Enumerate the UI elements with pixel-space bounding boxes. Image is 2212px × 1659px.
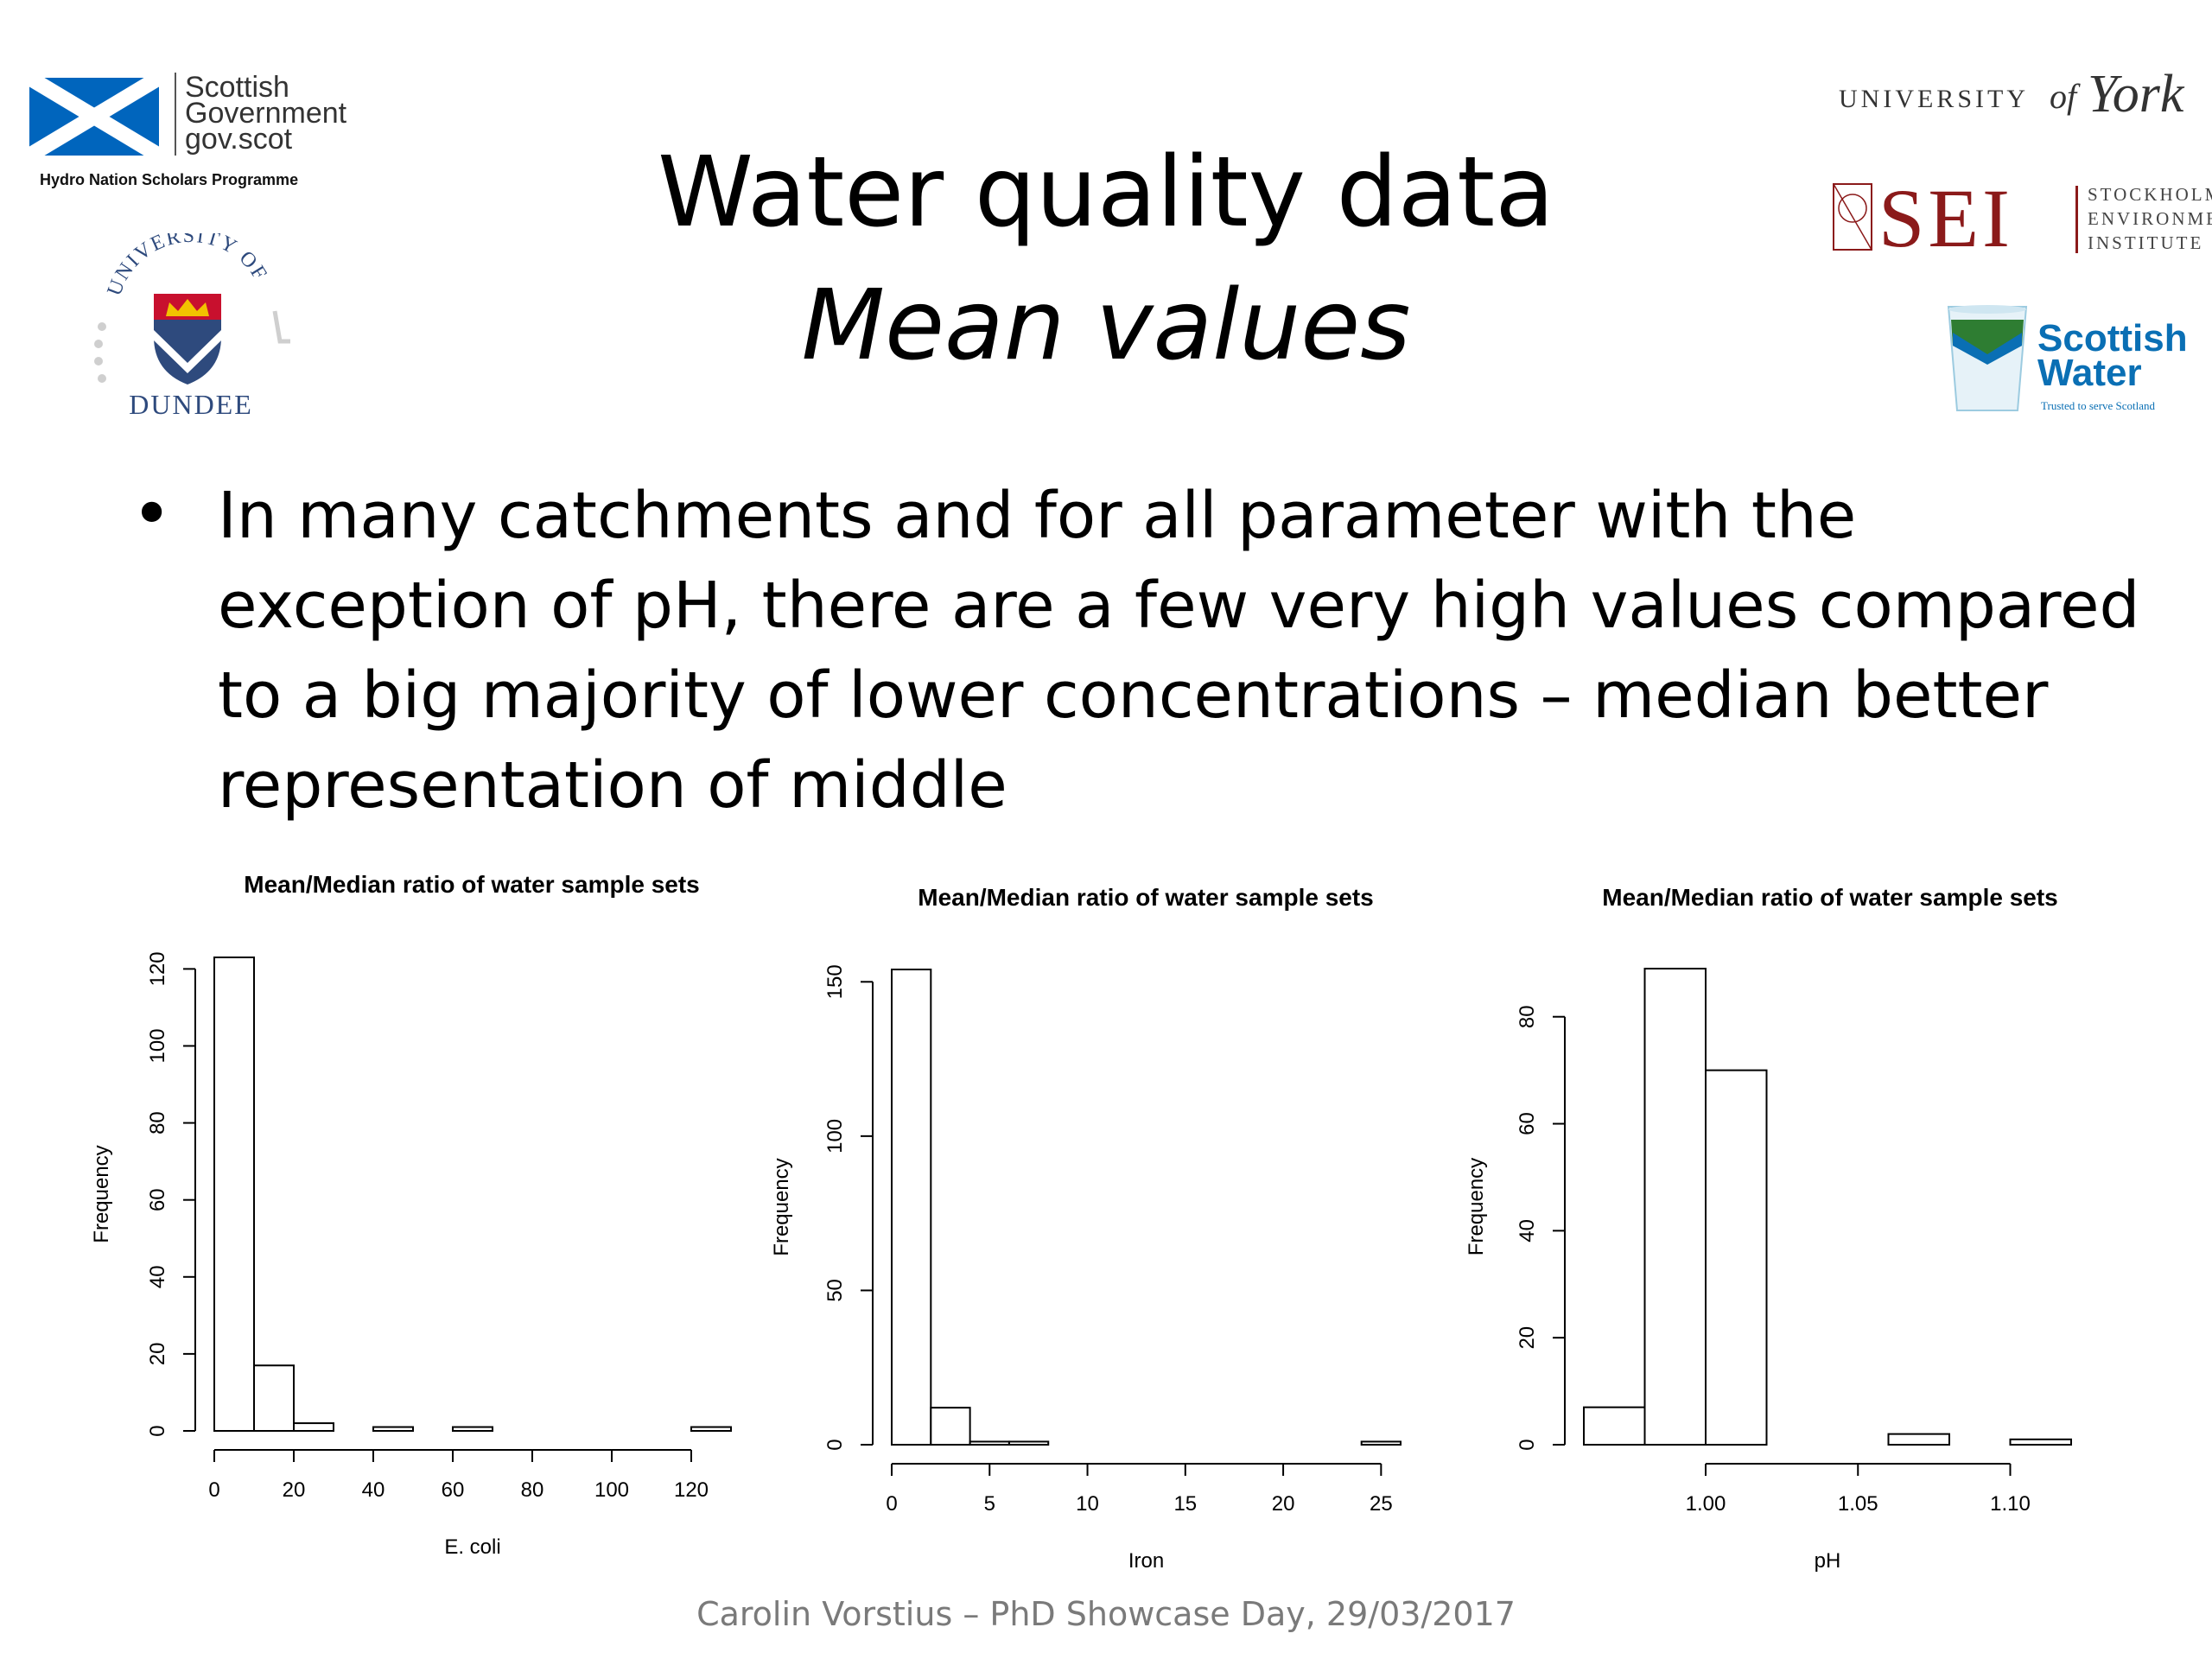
x-tick-label: 15 bbox=[1173, 1492, 1197, 1516]
histogram-bar bbox=[1705, 1069, 1768, 1446]
y-tick-label: 100 bbox=[823, 1119, 847, 1154]
x-tick-label: 20 bbox=[1272, 1492, 1295, 1516]
histogram-bar bbox=[293, 1422, 334, 1433]
bullet-marker: • bbox=[131, 474, 173, 554]
sei-line3: INSTITUTE bbox=[2088, 232, 2204, 253]
water-glass-icon bbox=[1947, 305, 2028, 411]
y-axis-label: Frequency bbox=[90, 1145, 113, 1243]
histogram-bar bbox=[1643, 968, 1707, 1446]
x-tick-label: 40 bbox=[362, 1478, 385, 1502]
footer-text: Carolin Vorstius – PhD Showcase Day, 29/… bbox=[696, 1595, 1516, 1633]
x-tick-label: 120 bbox=[674, 1478, 709, 1502]
x-tick-label: 20 bbox=[283, 1478, 306, 1502]
york-name-text: York bbox=[2088, 65, 2184, 124]
x-axis-label: Iron bbox=[1128, 1549, 1164, 1573]
sg-line3: gov.scot bbox=[185, 123, 293, 156]
y-axis-label: Frequency bbox=[1465, 1158, 1488, 1255]
y-tick-label: 60 bbox=[1516, 1112, 1539, 1135]
y-tick-label: 0 bbox=[1516, 1439, 1539, 1450]
scottish-water-line2: Water bbox=[2037, 352, 2142, 394]
y-tick-label: 150 bbox=[823, 964, 847, 999]
x-tick-label: 80 bbox=[521, 1478, 544, 1502]
histogram-bar bbox=[969, 1440, 1010, 1446]
x-tick-label: 0 bbox=[886, 1492, 897, 1516]
slide-subtitle: Mean values bbox=[801, 270, 1411, 382]
histogram-bar bbox=[2009, 1438, 2072, 1446]
sei-divider bbox=[2075, 186, 2078, 253]
scottish-water-line1: Scottish bbox=[2037, 317, 2188, 359]
chart-title: Mean/Median ratio of water sample sets bbox=[244, 871, 700, 898]
x-axis-label: E. coli bbox=[444, 1535, 500, 1559]
histogram-bar bbox=[1583, 1406, 1646, 1446]
scottish-government-logo: Scottish Government gov.scot Hydro Natio… bbox=[29, 73, 392, 194]
y-tick-label: 80 bbox=[1516, 1005, 1539, 1028]
x-tick-label: 1.05 bbox=[1838, 1492, 1878, 1516]
x-axis-label: pH bbox=[1815, 1549, 1841, 1573]
x-tick-label: 1.10 bbox=[1990, 1492, 2031, 1516]
dundee-name: DUNDEE bbox=[129, 389, 253, 420]
x-tick-label: 5 bbox=[984, 1492, 995, 1516]
x-tick-label: 1.00 bbox=[1686, 1492, 1726, 1516]
sei-mark-icon bbox=[1833, 183, 1872, 251]
sg-line2: Government bbox=[185, 97, 347, 130]
histogram-bar bbox=[1007, 1440, 1050, 1446]
x-tick-label: 60 bbox=[442, 1478, 465, 1502]
scottish-water-tagline: Trusted to serve Scotland bbox=[2041, 399, 2156, 412]
scottish-water-logo: Scottish Water Trusted to serve Scotland bbox=[1944, 302, 2188, 419]
logo-divider bbox=[175, 73, 176, 156]
dundee-crest-icon: UNIVERSITY OF bbox=[94, 225, 290, 385]
saltire-flag-icon bbox=[29, 78, 159, 156]
y-axis-label: Frequency bbox=[770, 1158, 793, 1255]
histogram-bar bbox=[1360, 1440, 1402, 1446]
histogram-bar bbox=[372, 1426, 414, 1432]
hydro-nation-label: Hydro Nation Scholars Programme bbox=[40, 171, 299, 188]
x-tick-label: 100 bbox=[594, 1478, 629, 1502]
histogram-bar bbox=[1887, 1433, 1950, 1446]
y-tick-label: 120 bbox=[146, 951, 169, 986]
y-tick-label: 100 bbox=[146, 1028, 169, 1063]
slide-title: Water quality data bbox=[658, 137, 1554, 249]
x-tick-label: 0 bbox=[208, 1478, 219, 1502]
histogram-bar bbox=[253, 1364, 295, 1432]
y-tick-label: 40 bbox=[146, 1265, 169, 1288]
york-logo: UNIVERSITY of York bbox=[1832, 65, 2195, 137]
histogram-bar bbox=[690, 1426, 732, 1432]
y-tick-label: 0 bbox=[146, 1425, 169, 1436]
histogram-bar bbox=[930, 1407, 971, 1446]
sei-line2: ENVIRONMENT bbox=[2088, 208, 2212, 229]
y-tick-label: 50 bbox=[823, 1279, 847, 1302]
sei-line1: STOCKHOLM bbox=[2088, 184, 2212, 205]
histogram-bar bbox=[213, 957, 255, 1432]
bullet-text: In many catchments and for all parameter… bbox=[218, 479, 2140, 823]
york-university-text: UNIVERSITY bbox=[1839, 85, 2029, 113]
chart-title: Mean/Median ratio of water sample sets bbox=[918, 884, 1374, 911]
sei-logo: SEI STOCKHOLM ENVIRONMENT INSTITUTE bbox=[1832, 172, 2212, 264]
dundee-logo: UNIVERSITY OF DUNDEE bbox=[83, 225, 299, 423]
sei-mark-text: SEI bbox=[1878, 172, 2013, 264]
sg-line1: Scottish bbox=[185, 71, 289, 104]
y-tick-label: 80 bbox=[146, 1111, 169, 1135]
y-tick-label: 0 bbox=[823, 1439, 847, 1450]
y-tick-label: 20 bbox=[146, 1343, 169, 1366]
histogram-bar bbox=[452, 1426, 493, 1432]
y-tick-label: 60 bbox=[146, 1188, 169, 1211]
chart-title: Mean/Median ratio of water sample sets bbox=[1602, 884, 2058, 911]
y-tick-label: 20 bbox=[1516, 1326, 1539, 1350]
y-tick-label: 40 bbox=[1516, 1219, 1539, 1243]
york-of-text: of bbox=[2050, 77, 2077, 116]
x-tick-label: 25 bbox=[1370, 1492, 1393, 1516]
histogram-bar bbox=[891, 969, 932, 1446]
x-tick-label: 10 bbox=[1076, 1492, 1099, 1516]
